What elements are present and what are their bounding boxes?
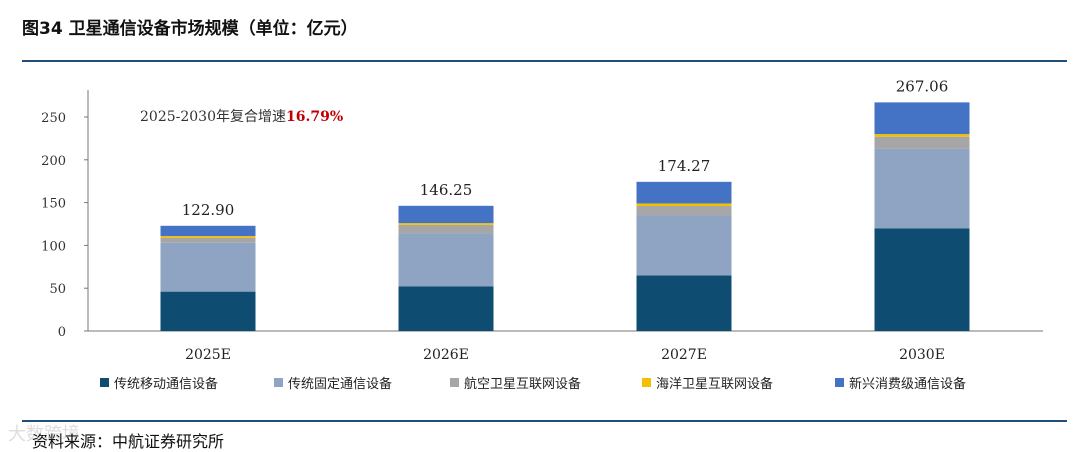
bar-total-label: 267.06	[896, 77, 949, 95]
bar-total-label: 122.90	[182, 201, 235, 219]
watermark-text: 大数跨境	[8, 424, 80, 445]
bar-segment	[874, 228, 970, 331]
bar-total-label: 174.27	[658, 157, 711, 175]
bar-segment	[398, 224, 494, 234]
legend-swatch	[274, 378, 283, 387]
x-category-label: 2027E	[661, 347, 707, 363]
legend-swatch	[835, 378, 844, 387]
bar-segment	[398, 286, 494, 331]
bar-segment	[636, 181, 732, 204]
legend-label: 航空卫星互联网设备	[464, 376, 581, 392]
cagr-annotation: 2025-2030年复合增速16.79%	[140, 108, 343, 125]
bar-segment	[874, 148, 970, 229]
bar-segment	[636, 203, 732, 207]
legend-label: 传统移动通信设备	[114, 376, 218, 392]
bar-segment	[636, 215, 732, 276]
y-tick-label: 50	[49, 282, 66, 297]
y-tick-label: 0	[58, 325, 66, 340]
legend-swatch	[450, 378, 459, 387]
chart-title: 图34 卫星通信设备市场规模（单位：亿元）	[22, 19, 358, 39]
y-tick-label: 150	[41, 197, 66, 212]
legend-label: 传统固定通信设备	[288, 376, 392, 392]
cagr-annotation-value: 16.79%	[286, 109, 343, 125]
bar-segment	[874, 136, 970, 149]
bar-segment	[160, 235, 256, 238]
bar-segment	[636, 275, 732, 331]
x-category-label: 2030E	[899, 347, 945, 363]
bar-segment	[160, 291, 256, 331]
y-tick-label: 100	[41, 239, 66, 254]
bar-segment	[874, 134, 970, 137]
legend-swatch	[100, 378, 109, 387]
cagr-annotation-prefix: 2025-2030年复合增速	[140, 108, 286, 125]
bar-segment	[160, 237, 256, 243]
bar-segment	[874, 102, 970, 135]
bar-segment	[636, 206, 732, 216]
legend-label: 海洋卫星互联网设备	[656, 376, 773, 392]
x-category-label: 2025E	[185, 347, 231, 363]
bar-total-label: 146.25	[420, 181, 473, 199]
legend-label: 新兴消费级通信设备	[849, 376, 966, 392]
source-note: 资料来源：中航证券研究所	[32, 432, 225, 451]
top-rule	[22, 60, 1067, 62]
y-tick-label: 250	[41, 111, 66, 126]
bar-segment	[160, 225, 256, 236]
legend-swatch	[642, 378, 651, 387]
bar-segment	[160, 242, 256, 292]
bar-segment	[398, 233, 494, 287]
y-tick-label: 200	[41, 154, 66, 169]
bar-segment	[398, 205, 494, 224]
x-category-label: 2026E	[423, 347, 469, 363]
bottom-rule	[22, 420, 1067, 422]
bar-segment	[398, 223, 494, 225]
